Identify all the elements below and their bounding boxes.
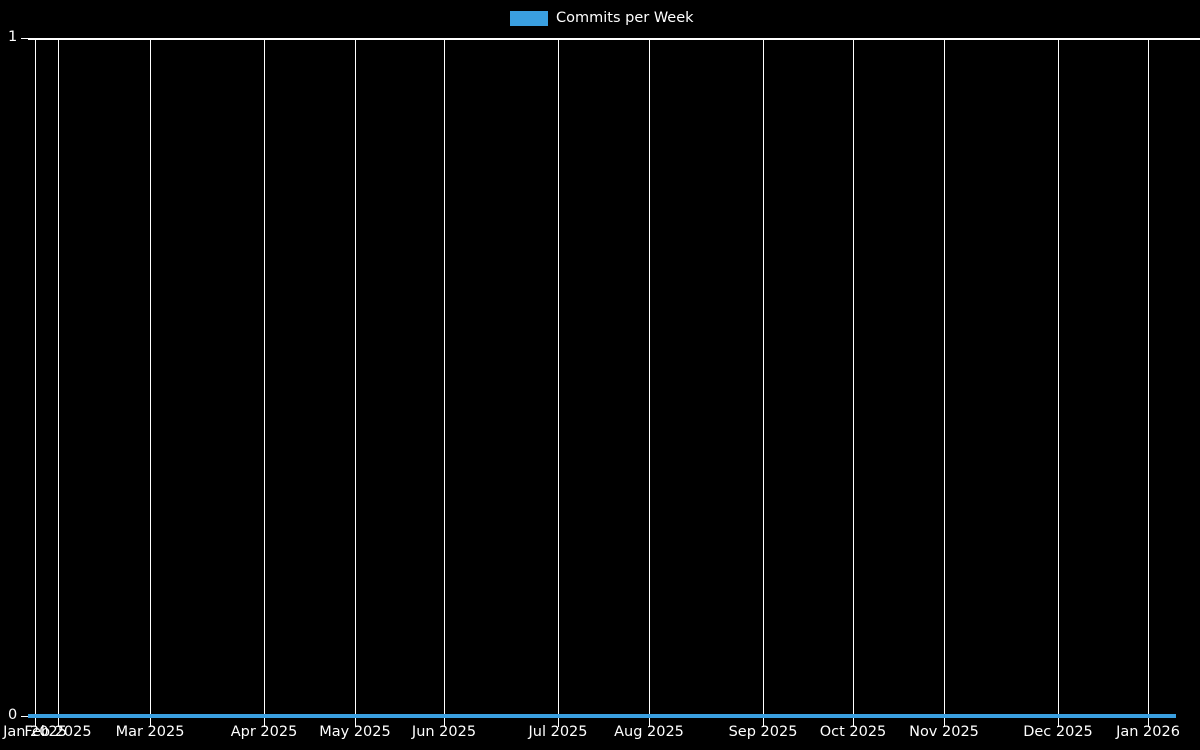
gridline-vertical (853, 38, 855, 716)
plot-area (28, 38, 1200, 727)
x-axis-tick-label: May 2025 (319, 724, 391, 740)
axis-top-spine (28, 38, 1200, 40)
x-axis-tick-label: Aug 2025 (614, 724, 684, 740)
x-axis-tick-mark (763, 716, 765, 727)
x-axis-tick-label: Jan 2025 (3, 724, 67, 740)
x-axis-tick-mark (944, 716, 946, 727)
x-axis-tick-label: Jun 2025 (411, 724, 477, 740)
x-axis-tick-mark (1148, 716, 1150, 727)
gridline-vertical (944, 38, 946, 716)
x-axis-tick-label: Apr 2025 (230, 724, 298, 740)
x-axis-tick-mark (35, 716, 37, 727)
x-axis-tick-mark (58, 716, 60, 727)
gridline-vertical (150, 38, 152, 716)
legend-swatch-commits (510, 10, 548, 26)
y-axis-tick-label-top: 1 (8, 29, 18, 45)
x-axis-tick-mark (264, 716, 266, 727)
y-axis-tick-mark-top (21, 38, 29, 40)
x-axis-tick-mark (1058, 716, 1060, 727)
x-axis-tick-label: Sep 2025 (728, 724, 798, 740)
x-axis-tick-label: Feb 2025 (24, 724, 92, 740)
x-axis-tick-mark (355, 716, 357, 727)
x-axis-tick-mark (558, 716, 560, 727)
gridline-vertical (444, 38, 446, 716)
gridline-vertical (355, 38, 357, 716)
y-axis-tick-label-bottom: 0 (8, 707, 18, 723)
series-line-commits-per-week (28, 714, 1176, 718)
gridline-vertical (649, 38, 651, 716)
gridline-vertical (763, 38, 765, 716)
x-axis-tick-label: Nov 2025 (909, 724, 979, 740)
chart-legend: Commits per Week (510, 8, 694, 28)
gridline-vertical (558, 38, 560, 716)
x-axis-tick-label: Dec 2025 (1023, 724, 1093, 740)
x-axis-tick-mark (649, 716, 651, 727)
gridline-vertical (264, 38, 266, 716)
gridline-vertical (58, 38, 60, 716)
x-axis-tick-label: Jul 2025 (528, 724, 588, 740)
x-axis-tick-mark (150, 716, 152, 727)
gridline-vertical (35, 38, 37, 716)
legend-label-commits: Commits per Week (556, 9, 694, 26)
x-axis-tick-label: Jan 2026 (1116, 724, 1180, 740)
x-axis-tick-label: Oct 2025 (819, 724, 887, 740)
x-axis-tick-label: Mar 2025 (115, 724, 185, 740)
x-axis-tick-mark (444, 716, 446, 727)
gridline-vertical (1148, 38, 1150, 716)
gridline-vertical (1058, 38, 1060, 716)
x-axis-tick-mark (853, 716, 855, 727)
y-axis-tick-mark-bottom (21, 716, 29, 718)
